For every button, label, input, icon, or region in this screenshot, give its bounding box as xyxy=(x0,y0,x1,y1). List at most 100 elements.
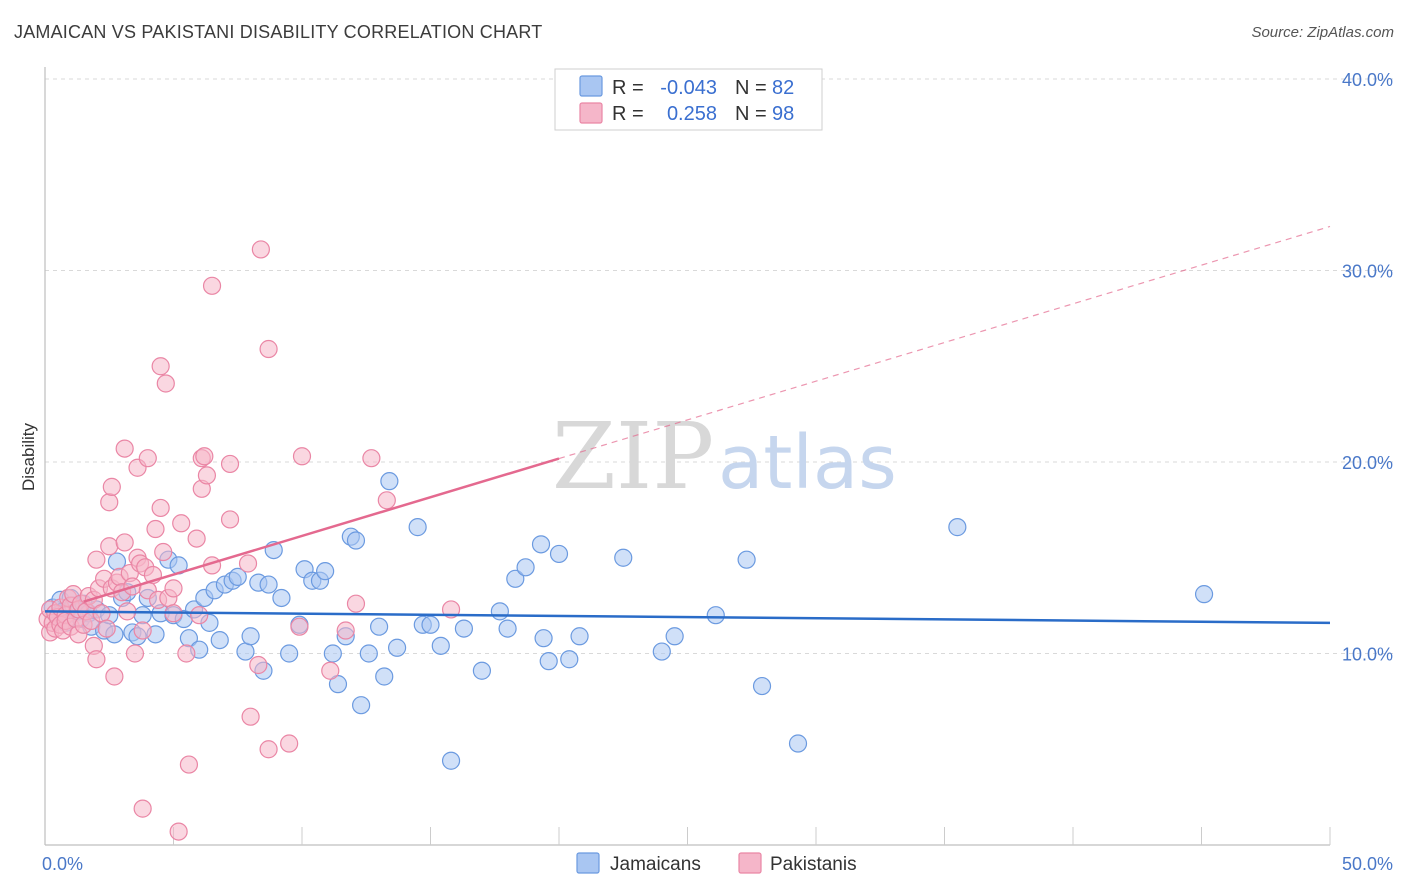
jamaicans-point-71 xyxy=(498,619,517,638)
pakistanis-trend-line xyxy=(83,457,560,603)
pakistanis-point-64 xyxy=(169,822,188,841)
jamaicans-point-39 xyxy=(236,642,255,661)
jamaicans-point-87 xyxy=(948,518,967,537)
jamaicans-point-73 xyxy=(516,558,535,577)
jamaicans-trend-line xyxy=(44,610,1331,625)
watermark-atlas: atlas xyxy=(718,420,897,506)
pakistanis-point-69 xyxy=(190,606,209,625)
y-tick-labels: 10.0% 20.0% 30.0% 40.0% xyxy=(1342,70,1393,665)
pakistanis-point-35 xyxy=(102,477,121,496)
jamaicans-point-35 xyxy=(210,630,229,650)
legend-n-label-2: N = xyxy=(735,103,767,125)
y-axis-label: Disability xyxy=(19,422,38,491)
pakistanis-point-68 xyxy=(187,529,206,548)
bottom-legend-swatch-pakistanis xyxy=(738,852,762,874)
legend-r-label-2: R = xyxy=(612,103,644,125)
pakistanis-point-84 xyxy=(280,734,299,753)
pakistanis-point-72 xyxy=(195,447,214,466)
pakistanis-point-67 xyxy=(179,755,199,774)
y-tick-label-30: 30.0% xyxy=(1342,262,1393,282)
pakistanis-point-83 xyxy=(259,339,278,359)
jamaicans-point-83 xyxy=(706,606,725,625)
pakistanis-point-86 xyxy=(292,447,312,466)
pakistanis-point-50 xyxy=(133,799,152,818)
pakistanis-points xyxy=(38,240,461,841)
jamaicans-point-70 xyxy=(490,602,509,621)
pakistanis-point-89 xyxy=(346,594,366,613)
jamaicans-point-57 xyxy=(352,696,371,715)
pakistanis-point-41 xyxy=(115,439,134,458)
pakistanis-point-45 xyxy=(125,644,145,663)
pakistanis-point-79 xyxy=(241,707,260,726)
jamaicans-point-61 xyxy=(380,472,399,491)
jamaicans-point-58 xyxy=(359,644,378,663)
jamaicans-point-80 xyxy=(614,548,633,567)
jamaicans-points xyxy=(43,472,1214,770)
pakistanis-point-55 xyxy=(146,519,165,539)
pakistanis-point-82 xyxy=(259,740,278,759)
pakistanis-point-40 xyxy=(115,533,134,552)
chart-source: Source: ZipAtlas.com xyxy=(1251,24,1394,41)
jamaicans-point-65 xyxy=(421,615,440,634)
legend-n-value-1: 82 xyxy=(772,77,794,99)
legend-n-value-2: 98 xyxy=(772,103,794,125)
jamaicans-point-84 xyxy=(737,550,756,569)
jamaicans-point-38 xyxy=(228,567,247,587)
jamaicans-point-53 xyxy=(328,675,348,694)
pakistanis-point-49 xyxy=(133,621,152,640)
jamaicans-point-79 xyxy=(570,627,589,646)
jamaicans-point-85 xyxy=(752,676,772,696)
jamaicans-point-82 xyxy=(665,627,684,646)
jamaicans-point-66 xyxy=(431,636,450,655)
chart-title: JAMAICAN VS PAKISTANI DISABILITY CORRELA… xyxy=(14,22,543,42)
jamaicans-point-77 xyxy=(549,544,569,564)
jamaicans-point-40 xyxy=(241,627,260,646)
pakistanis-point-33 xyxy=(100,493,119,512)
pakistanis-point-60 xyxy=(156,374,175,393)
pakistanis-point-62 xyxy=(164,579,183,598)
jamaicans-point-45 xyxy=(272,588,291,608)
pakistanis-point-26 xyxy=(87,650,106,669)
jamaicans-point-76 xyxy=(539,652,558,671)
pakistanis-point-73 xyxy=(197,466,217,485)
pakistanis-point-59 xyxy=(154,542,173,562)
bottom-legend-swatch-jamaicans xyxy=(576,852,600,874)
trend-lines xyxy=(44,225,1331,625)
pakistanis-point-77 xyxy=(220,510,240,529)
bottom-legend: Jamaicans Pakistanis xyxy=(576,852,857,875)
y-tick-label-10: 10.0% xyxy=(1342,645,1393,665)
pakistanis-point-81 xyxy=(251,240,270,259)
pakistanis-point-29 xyxy=(92,604,111,623)
jamaicans-point-62 xyxy=(387,638,407,657)
jamaicans-point-56 xyxy=(346,531,366,550)
jamaicans-point-46 xyxy=(280,644,299,663)
jamaicans-point-63 xyxy=(408,518,427,537)
y-tick-label-40: 40.0% xyxy=(1342,70,1393,90)
jamaicans-point-67 xyxy=(441,751,461,770)
jamaicans-point-75 xyxy=(534,629,553,648)
pakistanis-point-36 xyxy=(105,667,124,686)
jamaicans-point-69 xyxy=(472,661,491,680)
pakistanis-point-65 xyxy=(172,514,191,533)
jamaicans-point-43 xyxy=(259,575,278,594)
y-tick-label-20: 20.0% xyxy=(1342,453,1393,473)
jamaicans-point-78 xyxy=(560,650,579,669)
pakistanis-point-78 xyxy=(238,554,258,573)
pakistanis-point-75 xyxy=(202,276,222,295)
bottom-legend-label-jamaicans: Jamaicans xyxy=(610,854,701,875)
jamaicans-point-86 xyxy=(788,734,808,753)
pakistanis-point-27 xyxy=(87,550,106,569)
pakistanis-trend-extension xyxy=(558,225,1331,460)
jamaicans-point-52 xyxy=(323,644,342,663)
pakistanis-point-87 xyxy=(321,661,340,680)
jamaicans-point-74 xyxy=(531,535,551,554)
jamaicans-point-68 xyxy=(454,619,474,638)
legend-r-label-1: R = xyxy=(612,77,644,99)
x-tick-label-min: 0.0% xyxy=(42,854,83,874)
jamaicans-point-60 xyxy=(375,667,394,686)
legend-n-label-1: N = xyxy=(735,77,767,99)
x-tick-label-max: 50.0% xyxy=(1342,854,1393,874)
pakistanis-point-90 xyxy=(362,449,381,468)
pakistanis-point-31 xyxy=(97,619,116,638)
